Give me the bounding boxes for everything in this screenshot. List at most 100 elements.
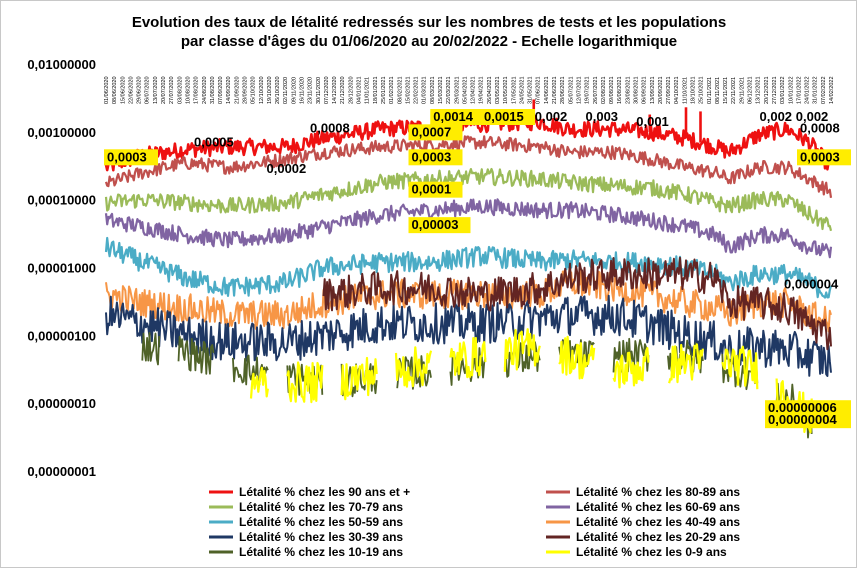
legend: Létalité % chez les 90 ans et + Létalité … — [209, 485, 740, 559]
x-tick-label: 13/07/2020 — [153, 76, 159, 104]
x-tick-label: 19/10/2020 — [267, 76, 273, 104]
x-tick-label: 16/08/2021 — [617, 76, 623, 104]
x-tick-label: 17/05/2021 — [511, 76, 517, 104]
x-tick-label: 09/11/2020 — [291, 77, 297, 104]
x-tick-label: 06/09/2021 — [642, 76, 648, 104]
x-tick-label: 17/01/2022 — [796, 76, 802, 104]
x-tick-label: 28/06/2021 — [560, 76, 566, 104]
x-tick-label: 13/12/2021 — [756, 76, 762, 104]
x-tick-label: 06/07/2020 — [145, 76, 151, 104]
x-tick-label: 14/09/2020 — [226, 76, 232, 104]
x-tick-label: 14/02/2022 — [829, 76, 835, 104]
x-tick-label: 01/03/2021 — [422, 76, 428, 104]
x-tick-label: 03/08/2020 — [177, 76, 183, 104]
x-tick-label: 25/10/2021 — [699, 76, 705, 104]
x-tick-label: 19/04/2021 — [479, 76, 485, 104]
x-tick-label: 20/09/2021 — [658, 76, 664, 104]
x-tick-label: 07/06/2021 — [536, 76, 542, 104]
annotation-label: 0,000004 — [784, 276, 839, 291]
x-tick-label: 31/08/2020 — [210, 76, 216, 104]
x-tick-label: 16/11/2020 — [300, 77, 306, 104]
x-tick-label: 02/11/2020 — [283, 77, 289, 104]
x-tick-label: 23/08/2021 — [625, 76, 631, 104]
x-tick-label: 12/04/2021 — [471, 76, 477, 104]
x-axis: 01/06/2020 08/06/2020 15/06/2020 22/06/2020… — [104, 76, 835, 104]
annotations-group: 0,0003 0,0005 0,0008 0,0014 0,0015 0,002 0,003… — [104, 109, 851, 429]
annotation-label: 0,0014 — [433, 109, 474, 124]
y-tick-label: 0,00001000 — [27, 261, 96, 276]
annotation-box — [408, 124, 463, 141]
x-tick-label: 20/12/2021 — [764, 76, 770, 104]
x-tick-label: 07/09/2020 — [218, 76, 224, 104]
annotation-label: 0,003 — [586, 109, 619, 124]
x-tick-label: 18/01/2021 — [373, 76, 379, 104]
legend-label: Létalité % chez les 80-89 ans — [576, 485, 740, 499]
annotation-label: 0,0007 — [412, 124, 452, 139]
annotation-box — [430, 109, 485, 125]
y-axis: 0,01000000 0,00100000 0,00010000 0,00001000… — [27, 57, 96, 479]
x-tick-label: 11/01/2021 — [365, 77, 371, 104]
legend-label: Létalité % chez les 70-79 ans — [239, 500, 403, 514]
annotation-label: 0,002 — [796, 109, 829, 124]
annotation-box — [765, 412, 851, 429]
annotation-label: 0,00000004 — [768, 412, 837, 427]
chart-title-line-2: par classe d'âges du 01/06/2020 au 20/02… — [181, 33, 677, 50]
annotation-label: 0,002 — [535, 109, 568, 124]
annotation-label: 0,0001 — [412, 182, 452, 197]
annotation-label: 0,0005 — [194, 134, 234, 149]
legend-label: Létalité % chez les 60-69 ans — [576, 500, 740, 514]
x-tick-label: 08/11/2021 — [715, 77, 721, 104]
annotation-label: 0,002 — [760, 109, 793, 124]
x-tick-label: 27/07/2020 — [169, 76, 175, 104]
x-tick-label: 20/07/2020 — [161, 76, 167, 104]
annotation-label: 0,00003 — [412, 217, 459, 232]
y-tick-label: 0,01000000 — [27, 57, 96, 72]
x-tick-label: 24/05/2021 — [519, 76, 525, 104]
series-line — [105, 294, 832, 377]
annotation-label: 0,0002 — [267, 161, 307, 176]
x-tick-label: 08/06/2020 — [112, 76, 118, 104]
legend-label: Létalité % chez les 90 ans et + — [239, 485, 410, 499]
x-tick-label: 21/09/2020 — [234, 76, 240, 104]
x-tick-label: 15/11/2021 — [723, 77, 729, 104]
annotation-box — [408, 217, 471, 234]
x-tick-label: 21/12/2020 — [340, 76, 346, 104]
annotation-label: 0,001 — [636, 114, 669, 129]
x-tick-label: 29/11/2021 — [739, 77, 745, 104]
x-tick-label: 14/12/2020 — [332, 76, 338, 104]
x-tick-label: 02/08/2021 — [601, 76, 607, 104]
x-tick-label: 01/02/2021 — [389, 76, 395, 104]
x-tick-label: 22/02/2021 — [414, 76, 420, 104]
x-tick-label: 31/01/2022 — [813, 76, 819, 104]
x-tick-label: 27/09/2021 — [666, 76, 672, 104]
annotation-box — [408, 149, 463, 166]
x-tick-label: 14/06/2021 — [544, 76, 550, 104]
x-tick-label: 10/05/2021 — [503, 76, 509, 104]
x-tick-label: 25/01/2021 — [381, 76, 387, 104]
x-tick-label: 12/10/2020 — [259, 76, 265, 104]
legend-label: Létalité % chez les 50-59 ans — [239, 515, 403, 529]
series-line — [104, 198, 833, 259]
x-tick-label: 22/06/2020 — [128, 76, 134, 104]
x-tick-label: 30/11/2020 — [316, 77, 322, 104]
y-tick-label: 0,00000010 — [27, 396, 96, 411]
x-tick-label: 21/06/2021 — [552, 76, 558, 104]
annotation-label: 0,0008 — [310, 120, 350, 135]
series-line — [104, 236, 833, 299]
y-tick-label: 0,00010000 — [27, 193, 96, 208]
annotation-label: 0,0008 — [800, 120, 840, 135]
x-tick-label: 15/03/2021 — [438, 76, 444, 104]
y-tick-label: 0,00000100 — [27, 328, 96, 343]
y-tick-label: 0,00000001 — [27, 464, 96, 479]
x-tick-label: 30/08/2021 — [633, 76, 639, 104]
legend-label: Létalité % chez les 40-49 ans — [576, 515, 740, 529]
x-tick-label: 22/11/2021 — [731, 77, 737, 104]
x-tick-label: 05/04/2021 — [462, 76, 468, 104]
legend-label: Létalité % chez les 0-9 ans — [576, 545, 727, 559]
annotation-box — [104, 149, 158, 166]
x-tick-label: 19/07/2021 — [585, 76, 591, 104]
x-tick-label: 05/10/2020 — [251, 76, 257, 104]
x-tick-label: 10/08/2020 — [185, 76, 191, 104]
x-tick-label: 10/01/2022 — [788, 76, 794, 104]
